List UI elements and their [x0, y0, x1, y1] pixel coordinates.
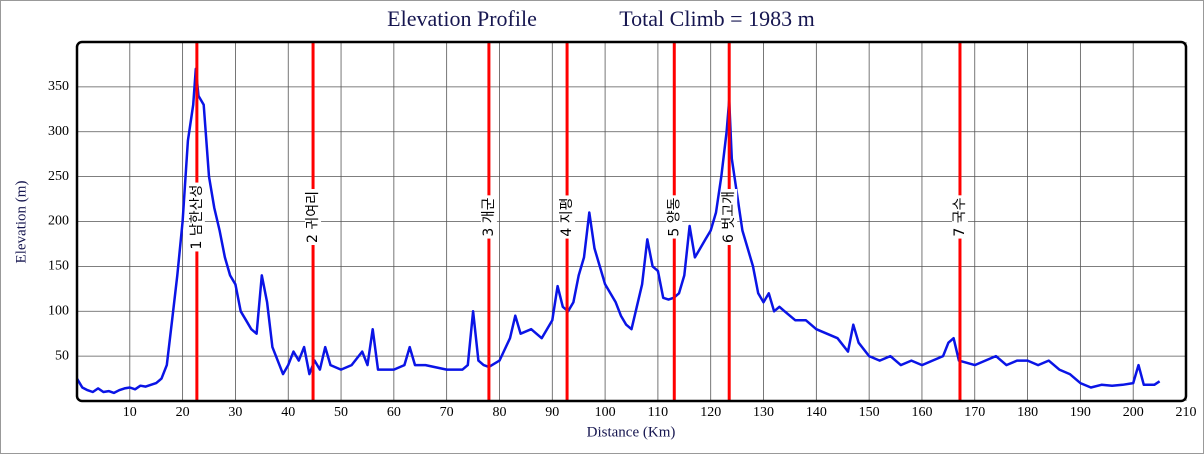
y-tick-label: 250 [48, 169, 69, 184]
plot-frame [75, 40, 1188, 403]
x-tick-label: 60 [387, 405, 401, 420]
waypoint-label: 7 국수 [952, 197, 968, 236]
x-tick-label: 150 [859, 405, 880, 420]
waypoint-label: 6 벗고개 [721, 191, 737, 243]
x-tick-label: 110 [648, 405, 668, 420]
y-tick-label: 350 [48, 79, 69, 94]
plot-area: 10 20 30 40 50 60 70 80 90 100 110 120 130 140 150 160 1… [48, 40, 1197, 420]
x-tick-label: 170 [964, 405, 985, 420]
waypoint-label: 1 남한산성 [189, 185, 205, 250]
y-tick-label: 50 [55, 348, 69, 363]
y-tick-label: 150 [48, 259, 69, 274]
y-tick-label: 200 [48, 214, 69, 229]
waypoint-label: 2 귀여리 [305, 191, 321, 243]
x-tick-label: 210 [1176, 405, 1197, 420]
y-tick-label: 100 [48, 303, 69, 318]
x-tick-label: 130 [753, 405, 774, 420]
x-tick-label: 160 [911, 405, 932, 420]
waypoint-label-bg [305, 189, 322, 246]
x-tick-label: 70 [440, 405, 454, 420]
waypoint-label-bg [951, 195, 968, 239]
x-tick-label: 20 [176, 405, 190, 420]
x-tick-label: 90 [545, 405, 559, 420]
waypoint-label-bg [188, 182, 205, 252]
waypoint-label-bg [666, 195, 683, 239]
x-tick-label: 50 [334, 405, 348, 420]
x-tick-label: 40 [281, 405, 295, 420]
x-axis-label: Distance (Km) [587, 424, 676, 440]
elevation-line [75, 67, 1161, 395]
chart-title: Elevation Profile [387, 6, 537, 31]
x-tick-label: 120 [700, 405, 721, 420]
y-tick-label: 300 [48, 124, 69, 139]
waypoint-label: 4 지평 [559, 197, 575, 236]
x-tick-label: 80 [492, 405, 506, 420]
waypoint-label-bg [559, 195, 576, 239]
x-tick-label: 190 [1070, 405, 1091, 420]
waypoint-label: 5 양동 [666, 197, 682, 236]
x-tick-label: 30 [228, 405, 242, 420]
x-tick-label: 100 [595, 405, 616, 420]
x-tick-label: 200 [1123, 405, 1144, 420]
chart-subtitle: Total Climb = 1983 m [619, 6, 814, 31]
waypoint-label-bg [721, 189, 738, 246]
waypoint-label: 3 개군 [481, 197, 497, 236]
waypoint-label-bg [480, 195, 497, 239]
y-axis-label: Elevation (m) [13, 181, 29, 264]
x-tick-label: 180 [1017, 405, 1038, 420]
x-tick-label: 10 [123, 405, 137, 420]
x-tick-label: 140 [806, 405, 827, 420]
